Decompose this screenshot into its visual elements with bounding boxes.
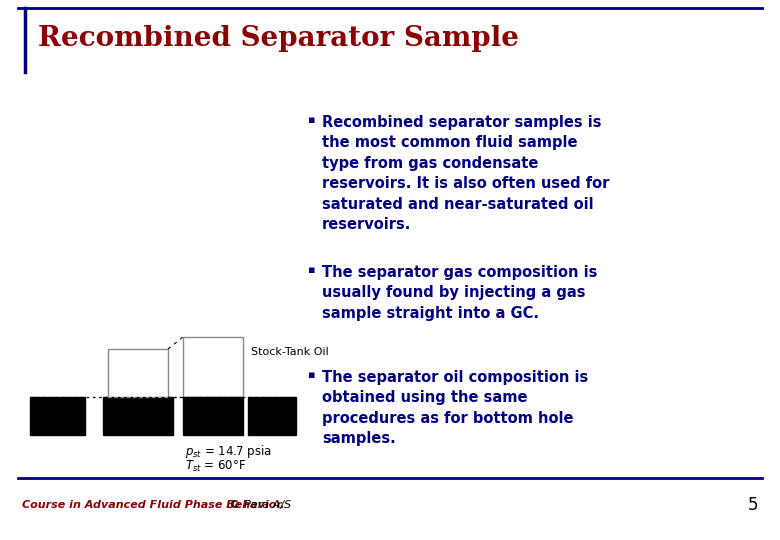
Text: The separator gas composition is
usually found by injecting a gas
sample straigh: The separator gas composition is usually… xyxy=(322,265,597,321)
Text: ▪: ▪ xyxy=(308,265,315,275)
Text: ▪: ▪ xyxy=(308,370,315,380)
Text: The separator oil composition is
obtained using the same
procedures as for botto: The separator oil composition is obtaine… xyxy=(322,370,588,446)
Text: © Pera A/S: © Pera A/S xyxy=(226,500,291,510)
Bar xyxy=(183,397,243,435)
Text: 5: 5 xyxy=(747,496,758,514)
Bar xyxy=(108,349,168,397)
Text: Course in Advanced Fluid Phase Behavior.: Course in Advanced Fluid Phase Behavior. xyxy=(22,500,285,510)
Text: Recombined Separator Sample: Recombined Separator Sample xyxy=(38,24,519,51)
Bar xyxy=(183,337,243,397)
Text: $T_{st}$ = 60°F: $T_{st}$ = 60°F xyxy=(185,459,246,474)
Text: $p_{st}$ = 14.7 psia: $p_{st}$ = 14.7 psia xyxy=(185,443,271,460)
Bar xyxy=(248,397,296,435)
Text: Stock-Tank Oil: Stock-Tank Oil xyxy=(251,347,328,357)
Bar xyxy=(103,397,173,435)
Text: Recombined separator samples is
the most common fluid sample
type from gas conde: Recombined separator samples is the most… xyxy=(322,115,609,232)
Bar xyxy=(30,397,85,435)
Text: ▪: ▪ xyxy=(308,115,315,125)
